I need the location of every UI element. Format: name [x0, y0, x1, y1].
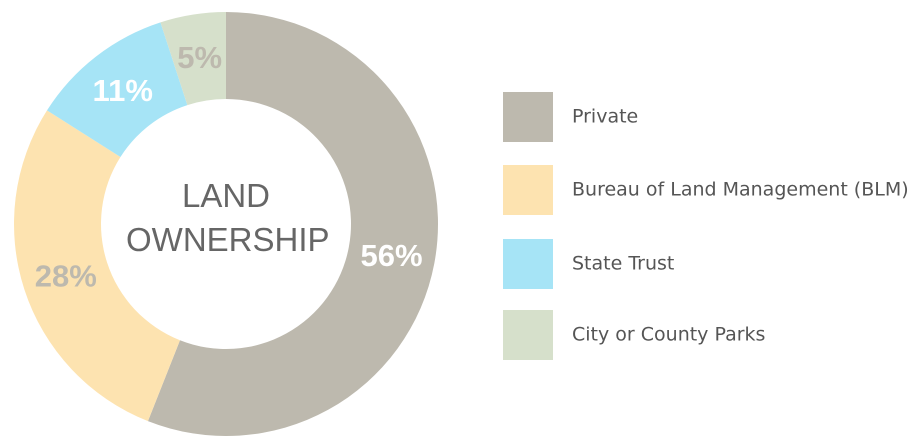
value-label: 56%	[360, 238, 422, 273]
legend-swatch	[503, 310, 553, 360]
donut-slice	[47, 22, 188, 158]
legend-label: Private	[572, 106, 638, 128]
value-label: 28%	[35, 258, 97, 293]
donut-slice	[147, 12, 439, 436]
legend-label: City or County Parks	[572, 324, 765, 346]
value-label: 11%	[93, 73, 153, 108]
legend-swatch	[503, 239, 553, 289]
donut-slice	[13, 110, 180, 422]
chart-title: LAND OWNERSHIP	[126, 177, 330, 258]
value-label: 5%	[177, 40, 222, 75]
legend-label: State Trust	[572, 253, 674, 275]
legend-swatch	[503, 165, 553, 215]
legend-label: Bureau of Land Management (BLM)	[572, 179, 909, 201]
legend-swatch	[503, 92, 553, 142]
donut-slice	[160, 12, 226, 106]
